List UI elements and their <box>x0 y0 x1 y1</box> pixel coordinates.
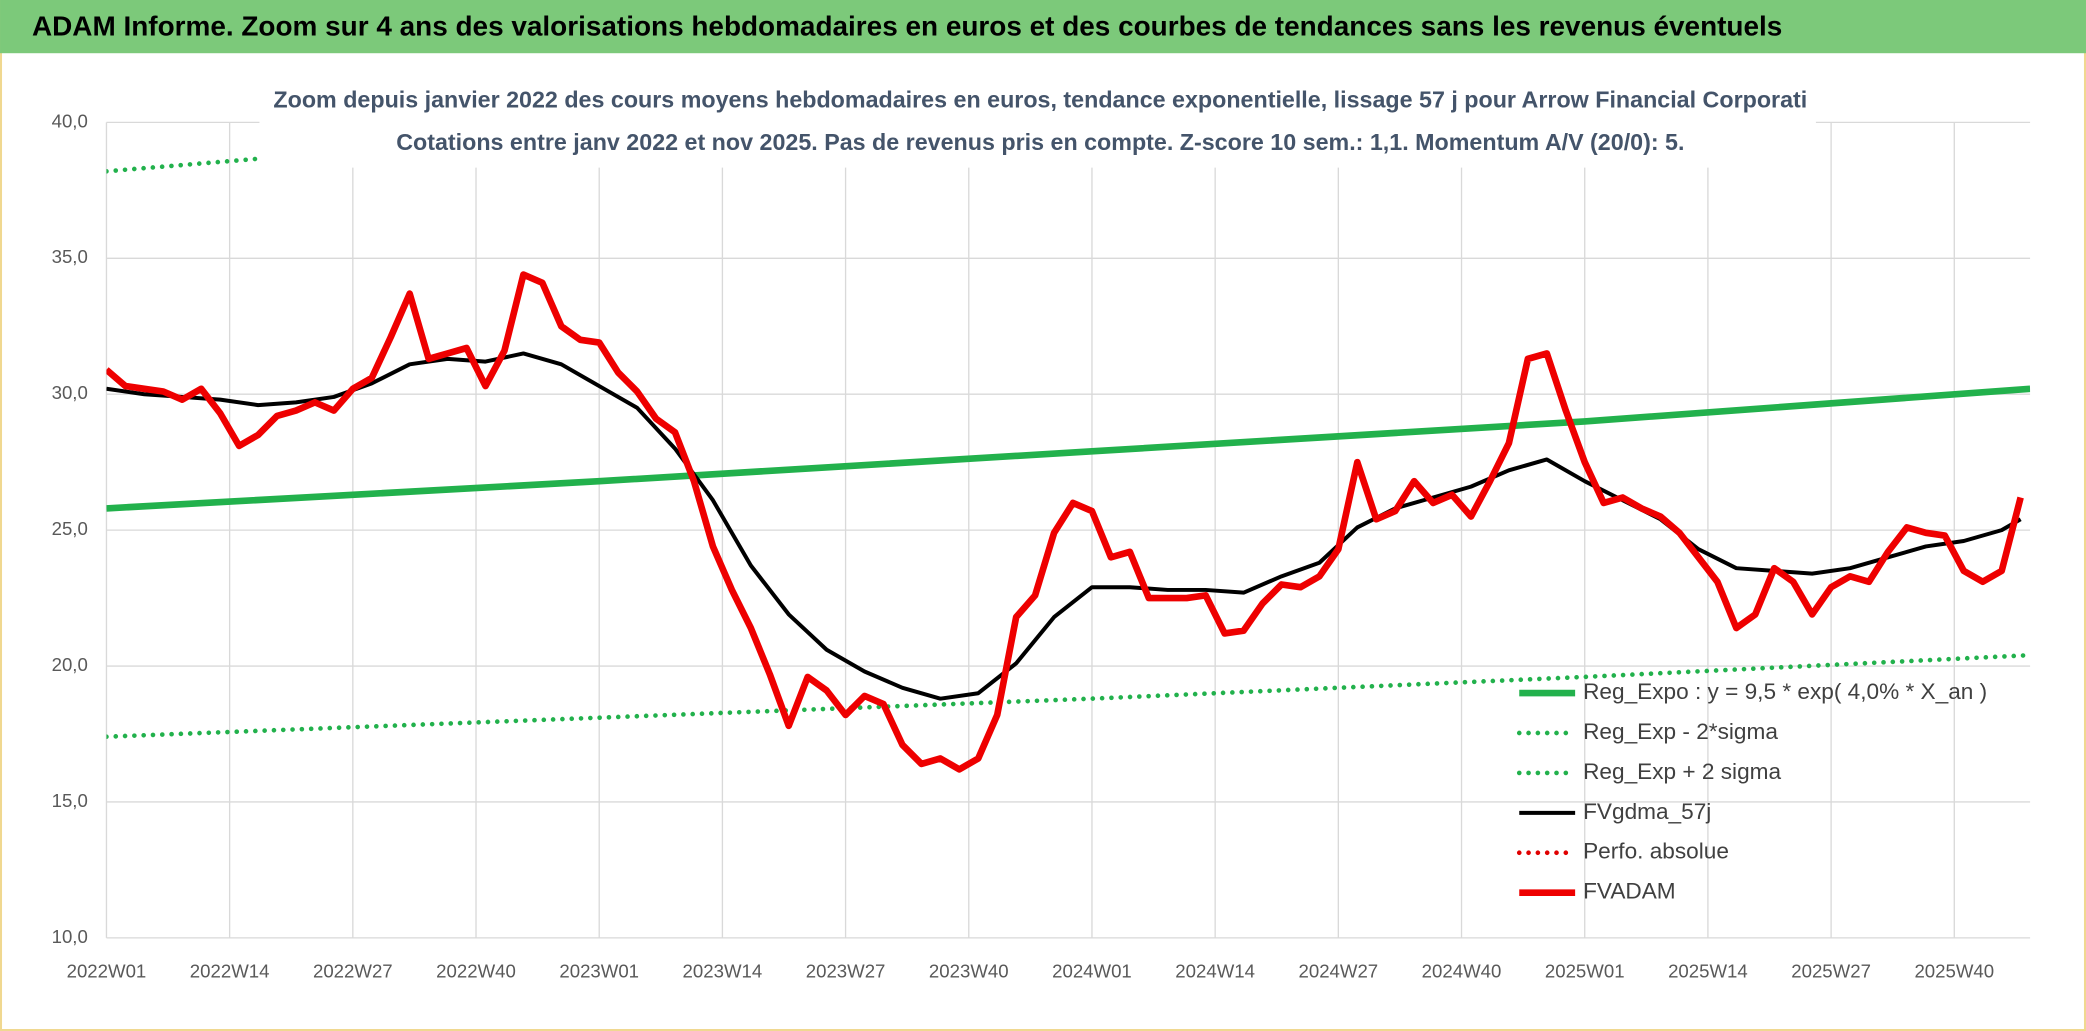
x-tick-label: 2023W14 <box>683 960 763 981</box>
x-tick-label: 2023W40 <box>929 960 1009 981</box>
y-tick-label: 20,0 <box>52 654 88 675</box>
x-tick-label: 2022W01 <box>67 960 147 981</box>
x-tick-label: 2023W27 <box>806 960 886 981</box>
series-line <box>106 271 2024 773</box>
header-bar <box>0 0 2086 54</box>
series-line <box>106 652 2031 740</box>
x-tick-label: 2022W27 <box>313 960 393 981</box>
header-title: ADAM Informe. Zoom sur 4 ans des valoris… <box>32 10 1782 41</box>
legend-label: Perfo. absolue <box>1583 839 1729 864</box>
x-tick-label: 2024W40 <box>1422 960 1502 981</box>
legend-label: FVgdma_57j <box>1583 799 1711 824</box>
x-tick-label: 2024W27 <box>1299 960 1379 981</box>
chart-title: Zoom depuis janvier 2022 des cours moyen… <box>273 86 1807 112</box>
chart-subtitle: Cotations entre janv 2022 et nov 2025. P… <box>396 129 1684 155</box>
x-tick-label: 2025W01 <box>1545 960 1625 981</box>
legend-label: Reg_Expo : y = 9,5 * exp( 4,0% * X_an ) <box>1583 679 1987 704</box>
x-tick-label: 2024W01 <box>1052 960 1132 981</box>
legend-label: Reg_Exp - 2*sigma <box>1583 719 1778 744</box>
y-tick-label: 35,0 <box>52 246 88 267</box>
y-tick-label: 15,0 <box>52 790 88 811</box>
x-tick-label: 2022W14 <box>190 960 270 981</box>
x-tick-label: 2025W40 <box>1914 960 1994 981</box>
x-tick-label: 2024W14 <box>1175 960 1255 981</box>
x-tick-label: 2022W40 <box>436 960 516 981</box>
x-tick-label: 2025W14 <box>1668 960 1748 981</box>
x-tick-label: 2023W01 <box>559 960 639 981</box>
y-tick-label: 30,0 <box>52 382 88 403</box>
legend-label: Reg_Exp + 2 sigma <box>1583 759 1781 784</box>
y-tick-label: 10,0 <box>52 926 88 947</box>
series-line <box>106 385 2031 512</box>
y-tick-label: 40,0 <box>52 110 88 131</box>
legend-label: FVADAM <box>1583 879 1676 904</box>
y-tick-label: 25,0 <box>52 518 88 539</box>
x-tick-label: 2025W27 <box>1791 960 1871 981</box>
title-box <box>259 79 1816 168</box>
